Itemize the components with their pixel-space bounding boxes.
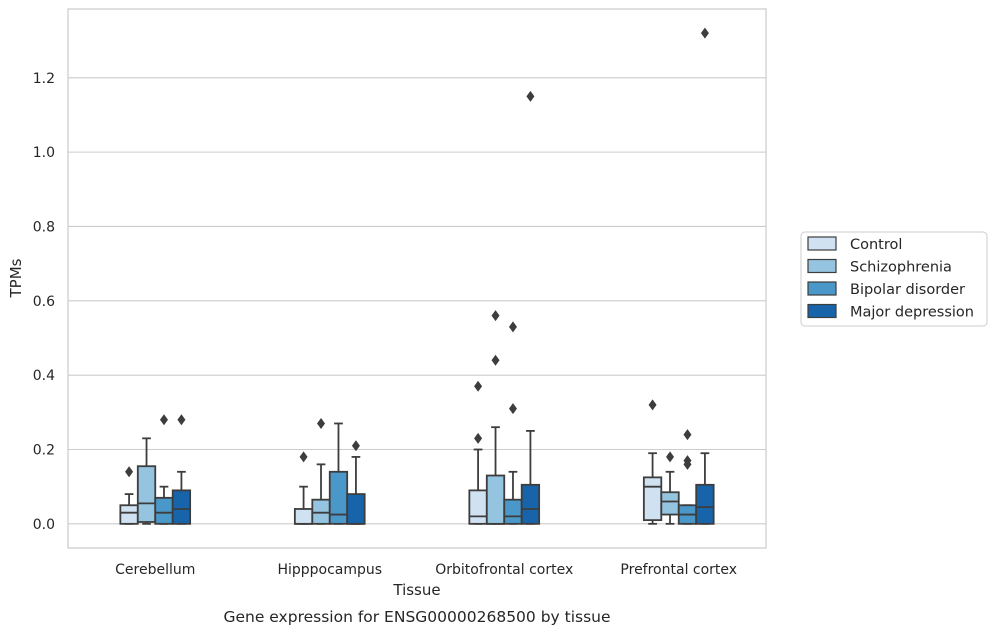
box-iqr (171, 489, 192, 525)
outlier-point (666, 451, 675, 463)
legend-swatch (807, 281, 837, 296)
x-tick-label: Hipppocampus (277, 562, 382, 578)
box-iqr (346, 493, 366, 525)
box-series (119, 27, 715, 525)
outlier-point (491, 310, 500, 322)
x-tick-label: Cerebellum (115, 562, 195, 578)
box-group (695, 27, 715, 525)
y-tick-label: 1.0 (33, 145, 55, 161)
outlier-point (526, 90, 535, 102)
legend-swatch (807, 303, 837, 319)
x-axis-title: Tissue (392, 581, 440, 599)
box-iqr (642, 476, 663, 522)
box-iqr (119, 504, 139, 525)
box-group (346, 440, 366, 525)
box-group (293, 451, 314, 525)
outlier-point (508, 321, 517, 333)
box-iqr (520, 483, 541, 525)
outlier-point (474, 432, 483, 444)
box-group (154, 414, 174, 525)
box-group (171, 414, 192, 525)
legend: Control Schizophrenia Bipolar disorder Majo… (800, 231, 988, 327)
box-iqr (293, 508, 314, 525)
y-tick-label: 0.2 (33, 442, 55, 458)
box-group (520, 90, 541, 525)
outlier-point (177, 414, 186, 426)
legend-frame (800, 231, 988, 327)
box-iqr (660, 491, 680, 516)
box-iqr (154, 496, 174, 525)
box-iqr (695, 483, 715, 525)
outlier-point (683, 455, 692, 467)
box-iqr (328, 470, 349, 525)
x-tick-labels: Cerebellum Hipppocampus Orbitofrontal cort… (115, 562, 737, 578)
box-iqr (468, 489, 488, 525)
legend-swatch (807, 236, 837, 251)
plot-frame (67, 8, 767, 549)
y-tick-label: 1.2 (33, 71, 55, 87)
legend-label: Major depression (850, 305, 974, 321)
x-tick-label: Prefrontal cortex (620, 562, 737, 578)
box-iqr (311, 498, 331, 525)
outlier-point (299, 451, 308, 463)
box-group (503, 321, 523, 525)
legend-label: Schizophrenia (850, 260, 952, 276)
outlier-point (159, 414, 168, 426)
box-group (119, 466, 139, 525)
box-group (485, 310, 506, 525)
y-axis-title: TPMs (7, 258, 25, 298)
outlier-point (351, 440, 360, 452)
outlier-point (648, 399, 657, 411)
outlier-point (683, 429, 692, 441)
y-tick-label: 0.4 (33, 368, 55, 384)
y-tick-label: 0.0 (33, 517, 55, 533)
box-group (136, 437, 157, 525)
outlier-point (474, 380, 483, 392)
y-gridlines (68, 77, 766, 525)
legend-swatch (807, 258, 837, 274)
outlier-point (700, 27, 709, 39)
box-iqr (485, 474, 506, 525)
y-tick-label: 0.8 (33, 219, 55, 235)
x-tick-label: Orbitofrontal cortex (435, 562, 573, 578)
plot-area (68, 9, 766, 548)
outlier-point (317, 417, 326, 429)
box-iqr (136, 465, 157, 523)
legend-label: Bipolar disorder (850, 282, 965, 298)
outlier-point (508, 403, 517, 415)
outlier-point (125, 466, 134, 478)
box-group (660, 451, 680, 525)
box-iqr (503, 498, 523, 525)
outlier-point (491, 354, 500, 366)
legend-label: Control (850, 237, 902, 253)
box-group (677, 429, 698, 525)
chart-caption: Gene expression for ENSG00000268500 by t… (223, 608, 610, 626)
y-tick-label: 0.6 (33, 294, 55, 310)
y-tick-labels: 0.0 0.2 0.4 0.6 0.8 1.0 1.2 (33, 71, 55, 533)
